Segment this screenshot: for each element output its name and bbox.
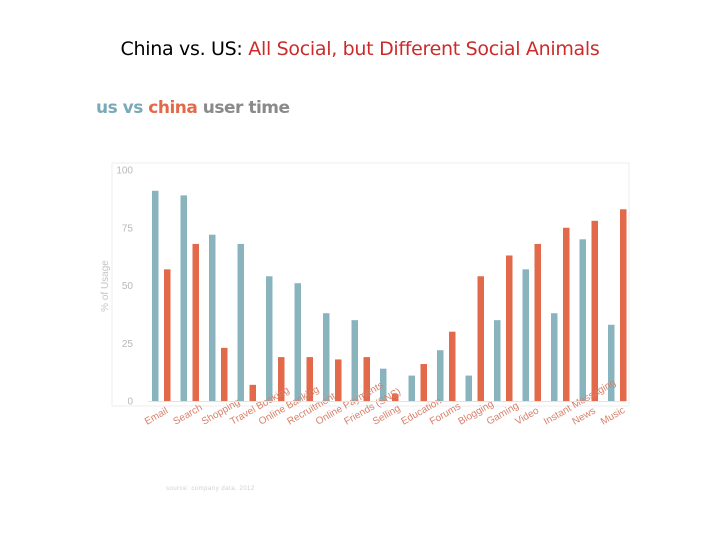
source-note: source: company data, 2012 (166, 486, 255, 492)
bar-us (380, 368, 387, 401)
bar-china (506, 255, 513, 401)
heading-rest: user time (197, 98, 290, 118)
bar-us (237, 243, 244, 401)
bar-us (494, 320, 501, 401)
bar-china (477, 276, 484, 401)
x-tick-label: Music (599, 405, 627, 428)
heading-us: us (96, 98, 118, 118)
bar-us (551, 313, 558, 401)
bar-china (534, 243, 541, 401)
slide-title-accent: All Social, but Different Social Animals (248, 38, 600, 60)
y-tick-label: 25 (122, 339, 134, 350)
bar-china (563, 227, 570, 401)
heading-vs: vs (117, 98, 149, 118)
bar-china (335, 359, 342, 401)
bar-us (180, 195, 187, 401)
bar-us (608, 324, 615, 401)
x-tick-label: Email (143, 406, 170, 428)
y-tick-label: 75 (122, 223, 134, 234)
bar-china (306, 357, 313, 401)
bar-us (465, 375, 472, 401)
slide-title-prefix: China vs. US: (120, 38, 249, 60)
bar-china (392, 394, 399, 401)
y-tick-label: 100 (116, 166, 133, 177)
bar-china (591, 220, 598, 401)
bar-china (164, 269, 171, 401)
y-axis: 0 25 50 75 100 (116, 166, 133, 408)
bar-us (579, 239, 586, 401)
bars (152, 190, 627, 401)
bar-china (420, 364, 427, 401)
chart-frame (111, 162, 630, 407)
bar-us (294, 283, 301, 401)
heading-china: china (148, 98, 198, 118)
bar-us (152, 190, 159, 401)
bar-us (209, 234, 216, 401)
y-axis-label: % of Usage (100, 260, 111, 312)
bar-china (221, 347, 228, 401)
bar-us (522, 269, 529, 401)
bar-us (323, 313, 330, 401)
bar-us (408, 375, 415, 401)
bar-china (249, 384, 256, 401)
bar-us (437, 350, 444, 401)
bar-china (363, 357, 370, 401)
bar-us (266, 276, 273, 401)
chart-heading: us vs china user time (96, 98, 290, 118)
bar-china (278, 357, 285, 401)
bar-china (449, 331, 456, 401)
y-tick-label: 50 (122, 281, 134, 292)
bar-china (620, 209, 627, 401)
bar-china (192, 243, 199, 401)
y-tick-label: 0 (127, 397, 133, 408)
slide-title: China vs. US: All Social, but Different … (0, 38, 720, 60)
bar-us (351, 320, 358, 401)
